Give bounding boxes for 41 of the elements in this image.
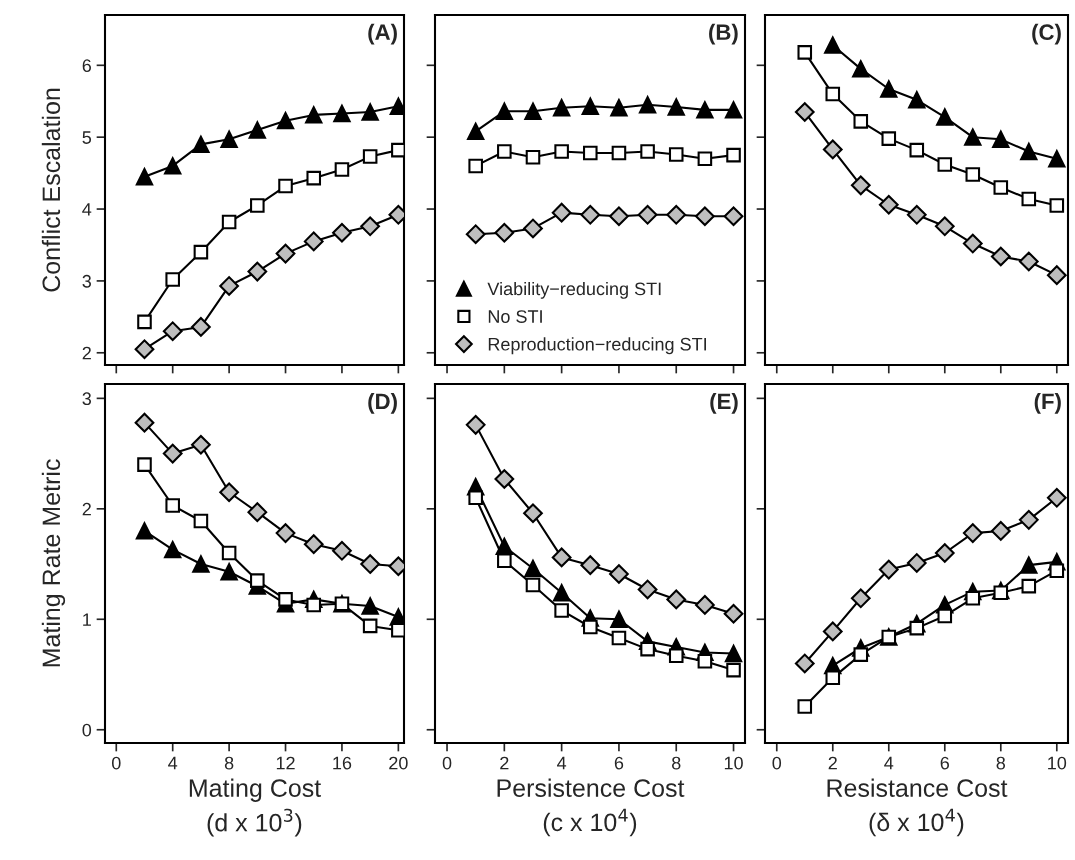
x-tick-label: 8 [224, 756, 234, 770]
x-tick-label: 6 [940, 756, 950, 770]
y-tick-label: 2 [82, 502, 91, 516]
y-tick-label: 4 [82, 203, 92, 216]
x-tick-label: 20 [389, 756, 408, 770]
y-tick-label: 3 [82, 274, 92, 288]
legend-label: Viability−reducing STI [487, 282, 661, 299]
y-tick-label: 2 [82, 346, 91, 360]
annotation: (B) [709, 23, 738, 45]
x-tick-label: 16 [333, 756, 352, 770]
x-tick-label: 4 [884, 756, 894, 770]
x-axis-title: Mating Cost (d x 10$^{3}$) [189, 778, 322, 837]
annotation: (F) [1034, 392, 1061, 414]
x-tick-label: 2 [500, 756, 509, 770]
annotation: (C) [1032, 23, 1061, 45]
legend-label: Reproduction−reducing STI [488, 337, 706, 355]
x-tick-label: 12 [276, 756, 295, 770]
annotation: (D) [368, 392, 397, 414]
x-tick-label: 10 [724, 756, 743, 770]
y-axis-title: Mating Rate Metric [41, 459, 66, 667]
x-tick-label: 8 [672, 756, 681, 770]
x-tick-label: 0 [111, 756, 121, 770]
annotation: (E) [710, 392, 738, 414]
y-tick-label: 1 [83, 613, 91, 626]
y-tick-label: 0 [82, 723, 92, 737]
y-tick-label: 5 [82, 131, 92, 144]
annotation: (A) [368, 23, 397, 45]
x-axis-title: Persistence Cost (c x 10$^{4}$) [497, 778, 685, 837]
y-tick-label: 6 [82, 59, 92, 73]
x-tick-label: 0 [442, 756, 452, 770]
x-tick-label: 0 [772, 756, 782, 770]
x-tick-label: 10 [1048, 756, 1067, 770]
x-tick-label: 2 [828, 756, 837, 770]
x-tick-label: 8 [996, 756, 1006, 770]
x-tick-label: 4 [168, 756, 178, 770]
x-tick-label: 6 [614, 756, 624, 770]
legend-label: No STI [488, 310, 542, 323]
x-tick-label: 4 [557, 756, 567, 770]
y-tick-label: 3 [82, 392, 92, 406]
x-axis-title: Resistance Cost (δ x 10$^{4}$) [827, 778, 1008, 837]
y-axis-title: Conflict Escalation [41, 88, 61, 292]
